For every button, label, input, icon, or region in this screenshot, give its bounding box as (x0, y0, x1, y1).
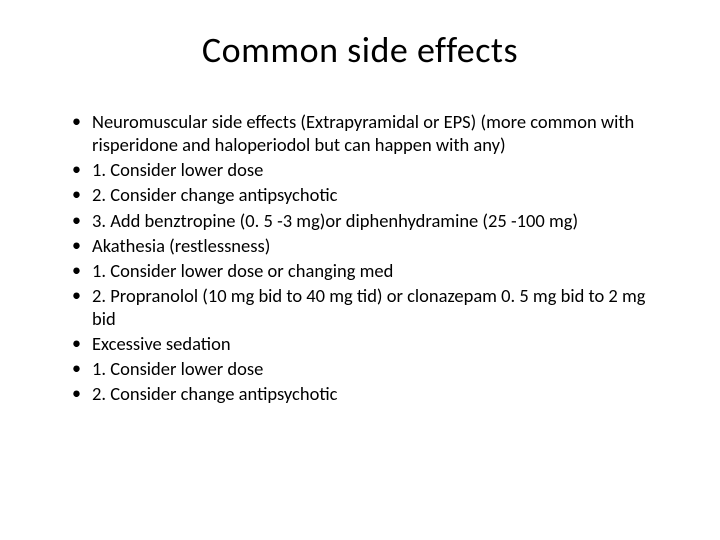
list-item: 2. Consider change antipsychotic (72, 183, 672, 206)
list-item: 1. Consider lower dose or changing med (72, 259, 672, 282)
list-item: Neuromuscular side effects (Extrapyramid… (72, 110, 672, 156)
list-item: 1. Consider lower dose (72, 158, 672, 181)
list-item: 3. Add benztropine (0. 5 -3 mg)or diphen… (72, 209, 672, 232)
list-item: 1. Consider lower dose (72, 357, 672, 380)
bullet-list: Neuromuscular side effects (Extrapyramid… (48, 110, 672, 406)
list-item: Akathesia (restlessness) (72, 234, 672, 257)
slide-title: Common side effects (48, 28, 672, 72)
list-item: Excessive sedation (72, 332, 672, 355)
list-item: 2. Propranolol (10 mg bid to 40 mg tid) … (72, 284, 672, 330)
list-item: 2. Consider change antipsychotic (72, 382, 672, 405)
